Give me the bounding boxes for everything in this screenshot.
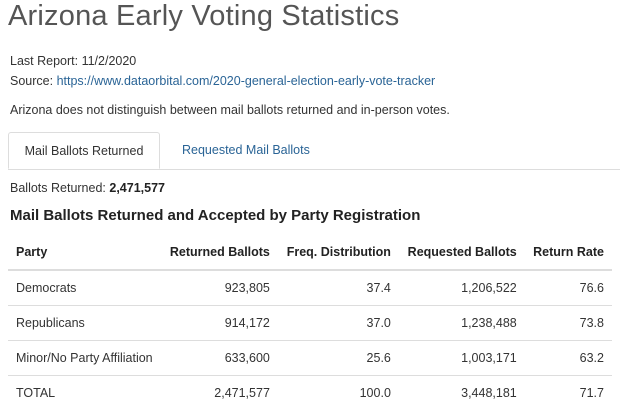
cell-rate: 73.8 [524,305,612,341]
table-header-row: Party Returned Ballots Freq. Distributio… [8,234,612,271]
source-line: Source: https://www.dataorbital.com/2020… [10,74,435,88]
last-report-date: 11/2/2020 [81,54,137,68]
cell-party: TOTAL [8,375,162,410]
info-note: Arizona does not distinguish between mai… [10,103,450,117]
cell-returned: 914,172 [161,305,278,341]
table-row: Minor/No Party Affiliation 633,600 25.6 … [8,340,612,376]
cell-freq: 100.0 [277,375,399,410]
cell-freq: 37.0 [277,305,399,341]
ballots-returned-value: 2,471,577 [109,181,165,195]
cell-returned: 923,805 [161,269,278,306]
cell-freq: 25.6 [277,340,399,376]
cell-freq: 37.4 [277,269,399,306]
header-return-rate: Return Rate [524,234,612,271]
page-title: Arizona Early Voting Statistics [8,0,400,32]
cell-rate: 63.2 [524,340,612,376]
party-registration-table: Party Returned Ballots Freq. Distributio… [8,234,612,410]
tab-mail-ballots-returned[interactable]: Mail Ballots Returned [8,132,160,169]
ballots-returned-label: Ballots Returned: [10,181,106,195]
cell-party: Minor/No Party Affiliation [8,340,162,376]
table-row-total: TOTAL 2,471,577 100.0 3,448,181 71.7 [8,375,612,410]
header-returned-ballots: Returned Ballots [161,234,278,271]
header-party: Party [8,234,162,271]
cell-requested: 3,448,181 [398,375,525,410]
cell-returned: 2,471,577 [161,375,278,410]
source-link[interactable]: https://www.dataorbital.com/2020-general… [56,74,436,88]
table-row: Republicans 914,172 37.0 1,238,488 73.8 [8,305,612,341]
tab-requested-mail-ballots[interactable]: Requested Mail Ballots [182,143,310,157]
cell-party: Republicans [8,305,162,341]
cell-party: Democrats [8,269,162,306]
cell-requested: 1,206,522 [398,269,525,306]
cell-returned: 633,600 [161,340,278,376]
cell-rate: 76.6 [524,269,612,306]
header-freq-distribution: Freq. Distribution [277,234,399,271]
cell-requested: 1,238,488 [398,305,525,341]
cell-requested: 1,003,171 [398,340,525,376]
header-requested-ballots: Requested Ballots [398,234,525,271]
table-row: Democrats 923,805 37.4 1,206,522 76.6 [8,269,612,306]
cell-rate: 71.7 [524,375,612,410]
last-report-line: Last Report: 11/2/2020 [10,54,136,68]
section-title: Mail Ballots Returned and Accepted by Pa… [10,207,421,224]
last-report-label: Last Report: [10,54,79,68]
tab-bar: Mail Ballots Returned Requested Mail Bal… [8,132,620,170]
source-label: Source: [10,74,54,88]
ballots-returned-summary: Ballots Returned: 2,471,577 [10,181,165,195]
